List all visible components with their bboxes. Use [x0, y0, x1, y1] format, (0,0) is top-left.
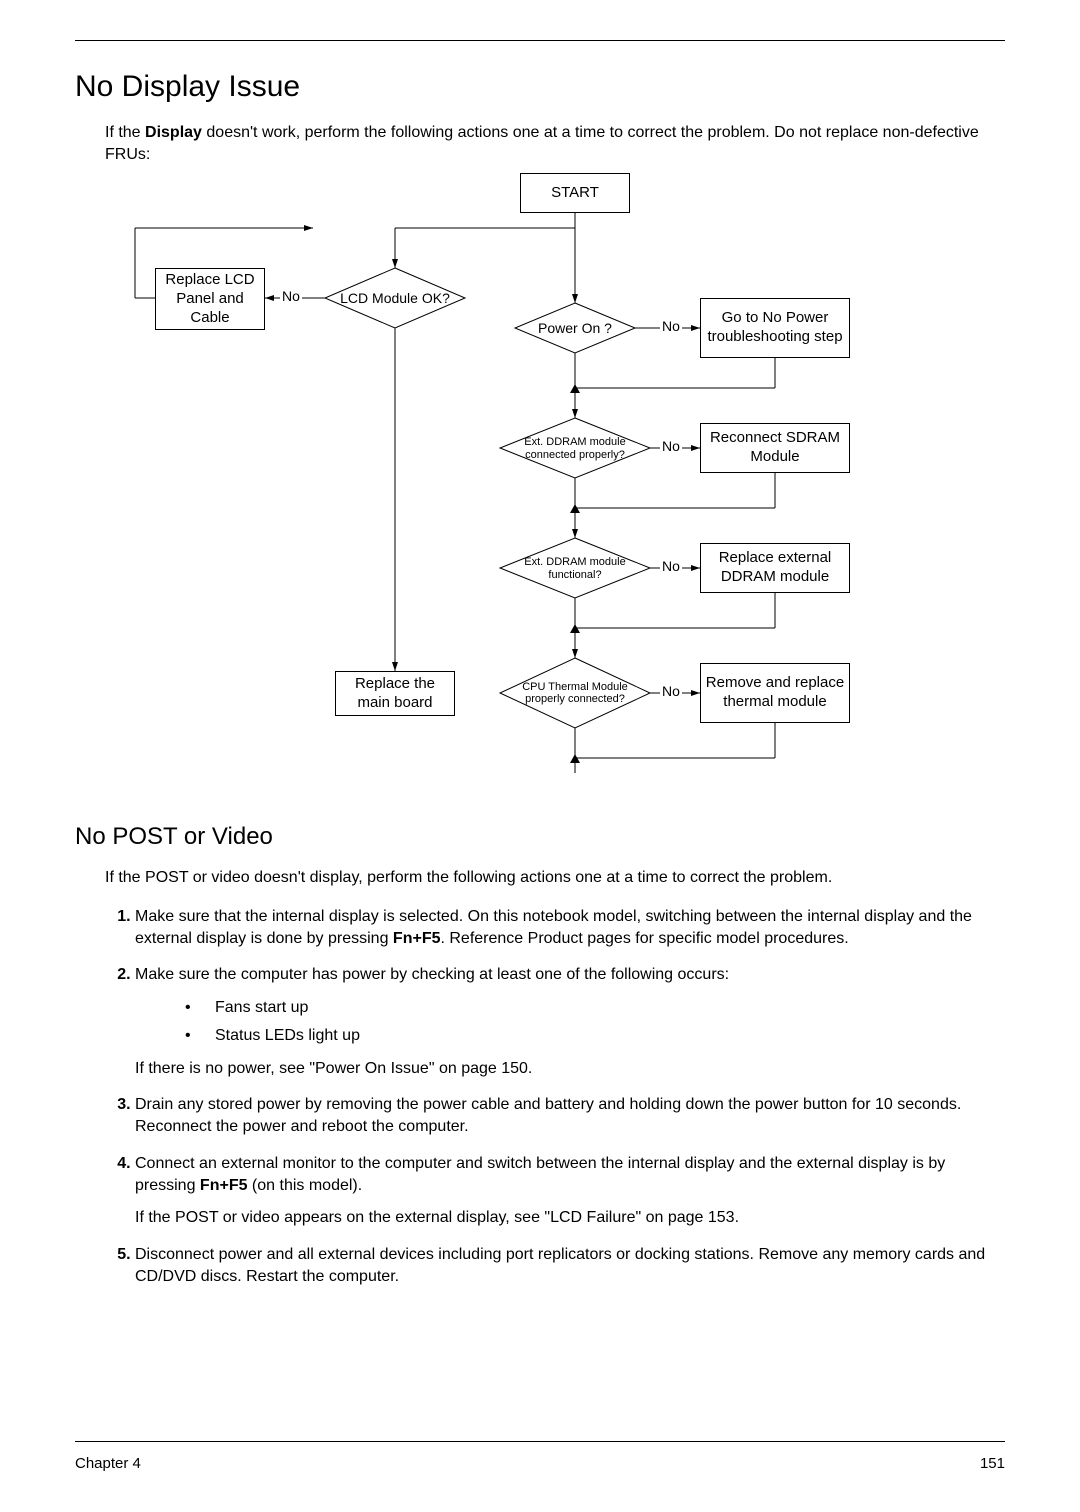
heading-no-post: No POST or Video [75, 823, 1005, 851]
step-4-after: If the POST or video appears on the exte… [135, 1207, 1005, 1229]
flowchart: START Replace LCD Panel and Cable Go to … [75, 173, 1005, 793]
step-4: Connect an external monitor to the compu… [135, 1153, 1005, 1230]
bottom-rule [75, 1441, 1005, 1442]
node-replace-mainboard: Replace the main board [335, 671, 455, 716]
intro-bold: Display [145, 124, 202, 141]
edge-no-4: No [660, 558, 682, 574]
step-2-bullet-1: Fans start up [185, 997, 1005, 1019]
node-replace-lcd: Replace LCD Panel and Cable [155, 268, 265, 330]
step-3: Drain any stored power by removing the p… [135, 1094, 1005, 1139]
step-2-bullet-2: Status LEDs light up [185, 1025, 1005, 1047]
step-1: Make sure that the internal display is s… [135, 906, 1005, 951]
footer-chapter: Chapter 4 [75, 1455, 141, 1472]
flowchart-svg [75, 173, 1005, 793]
node-start: START [520, 173, 630, 213]
step-2: Make sure the computer has power by chec… [135, 964, 1005, 1080]
step-5: Disconnect power and all external device… [135, 1244, 1005, 1289]
step-2-after: If there is no power, see "Power On Issu… [135, 1058, 1005, 1080]
intro-prefix: If the [105, 124, 145, 141]
top-rule [75, 40, 1005, 41]
page: No Display Issue If the Display doesn't … [0, 0, 1080, 1512]
node-replace-thermal: Remove and replace thermal module [700, 663, 850, 723]
steps-list: Make sure that the internal display is s… [105, 906, 1005, 1289]
edge-no-5: No [660, 683, 682, 699]
edge-no-2: No [660, 318, 682, 334]
step-2-sublist: Fans start up Status LEDs light up [135, 997, 1005, 1048]
node-reconnect-sdram: Reconnect SDRAM Module [700, 423, 850, 473]
heading-no-display: No Display Issue [75, 70, 1005, 104]
no-post-intro: If the POST or video doesn't display, pe… [105, 867, 1005, 889]
node-no-power: Go to No Power troubleshooting step [700, 298, 850, 358]
node-replace-ddram: Replace external DDRAM module [700, 543, 850, 593]
intro-suffix: doesn't work, perform the following acti… [105, 124, 979, 163]
footer-page-number: 151 [980, 1455, 1005, 1472]
edge-no-1: No [280, 288, 302, 304]
intro-paragraph: If the Display doesn't work, perform the… [105, 122, 1005, 165]
edge-no-3: No [660, 438, 682, 454]
